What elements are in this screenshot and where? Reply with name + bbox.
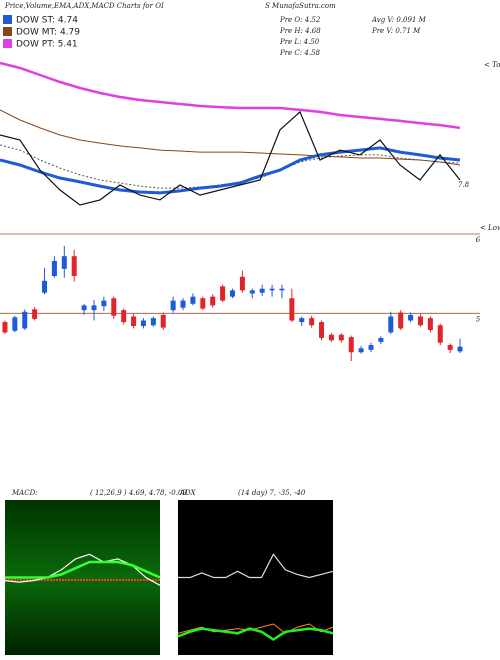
candle-body xyxy=(42,280,48,293)
series-line xyxy=(0,61,461,130)
candle-body xyxy=(447,345,453,350)
candle-body xyxy=(71,256,77,277)
candle-body xyxy=(398,312,404,329)
legend-entry: DOW ST: 4.74 xyxy=(16,16,78,26)
candle-body xyxy=(200,298,206,309)
annotation: 7.8 xyxy=(458,181,470,189)
candle-body xyxy=(417,316,423,326)
panel-subtitle: (14 day) 7, -35, -40 xyxy=(238,489,306,497)
annotation: < Lows xyxy=(480,224,500,232)
candle-body xyxy=(190,296,196,304)
info-text: Avg V: 0.091 M xyxy=(371,16,427,24)
candle-body xyxy=(259,288,265,293)
candle-body xyxy=(121,310,127,323)
y-tick-label: 6 xyxy=(476,236,481,244)
series-line xyxy=(0,146,461,195)
series-line xyxy=(0,110,461,206)
legend-entry: DOW MT: 4.79 xyxy=(16,28,80,38)
legend: DOW ST: 4.74 DOW MT: 4.79 DOW PT: 5.41 xyxy=(3,15,80,50)
candle-body xyxy=(160,314,166,328)
candle-body xyxy=(427,318,433,330)
panel-title: ADX xyxy=(179,489,197,497)
candle-body xyxy=(299,318,305,323)
legend-entry: DOW PT: 5.41 xyxy=(16,40,78,50)
info-text: Pre L: 4.50 xyxy=(279,38,320,46)
series-line xyxy=(5,560,161,579)
candle-body xyxy=(279,288,285,291)
candle-body xyxy=(239,276,245,291)
candle-body xyxy=(230,290,235,297)
candle-body xyxy=(457,346,463,352)
candle-body xyxy=(368,345,374,350)
candle-body xyxy=(22,311,28,329)
candle-body xyxy=(338,334,344,341)
candle-body xyxy=(32,309,38,319)
candle-body xyxy=(319,322,325,338)
series-line xyxy=(178,553,334,579)
candle-body xyxy=(388,316,394,333)
annotation: < Tops xyxy=(484,61,500,69)
candle-body xyxy=(180,300,186,308)
candle-body xyxy=(150,318,156,326)
candle-body xyxy=(51,260,57,277)
candle-body xyxy=(348,337,354,353)
panel-subtitle: ( 12,26,9 ) 4.69, 4.78, -0.09 xyxy=(90,489,187,497)
info-text: Pre O: 4.52 xyxy=(279,16,321,24)
legend-swatch xyxy=(3,39,12,48)
candle-body xyxy=(61,256,67,269)
candle-body xyxy=(131,316,137,327)
candle-body xyxy=(408,314,414,321)
candle-body xyxy=(91,305,97,311)
candle-body xyxy=(309,318,315,326)
candle-body xyxy=(269,288,275,291)
candle-body xyxy=(140,320,146,327)
candle-body xyxy=(249,290,255,294)
candle-body xyxy=(378,337,384,342)
series-line xyxy=(0,109,461,166)
candle-body xyxy=(328,334,334,341)
panel-title: MACD: xyxy=(11,489,38,497)
header-title: Price,Volume,EMA,ADX,MACD Charts for OI xyxy=(4,2,164,10)
candle-body xyxy=(437,325,443,343)
header-site: S MunafaSutra.com xyxy=(265,2,336,10)
legend-swatch xyxy=(3,15,12,24)
candle-body xyxy=(81,305,87,311)
info-text: Pre V: 0.71 M xyxy=(371,27,421,35)
candle-body xyxy=(170,300,176,311)
candle-body xyxy=(210,296,216,306)
candle-body xyxy=(358,348,364,353)
legend-swatch xyxy=(3,27,12,36)
candle-body xyxy=(2,322,8,333)
candle-body xyxy=(220,286,226,301)
candle-body xyxy=(289,298,295,321)
candle-body xyxy=(12,317,18,331)
y-tick-label: 5 xyxy=(476,315,481,323)
info-text: Pre C: 4.58 xyxy=(279,49,320,57)
series-line xyxy=(177,627,334,641)
candle-body xyxy=(111,298,117,316)
candle-body xyxy=(101,300,107,307)
info-text: Pre H: 4.68 xyxy=(279,27,321,35)
